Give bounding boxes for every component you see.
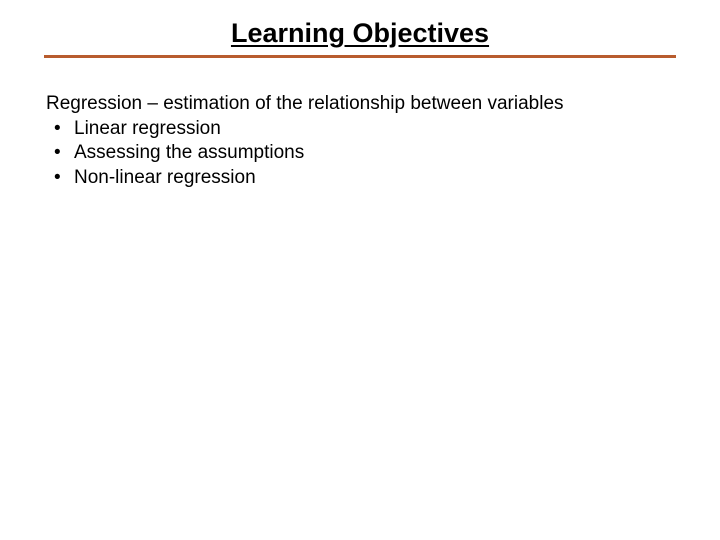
list-item: Linear regression xyxy=(46,117,674,142)
content-area: Regression – estimation of the relations… xyxy=(0,58,720,191)
intro-text: Regression – estimation of the relations… xyxy=(46,92,674,117)
bullet-list: Linear regression Assessing the assumpti… xyxy=(46,117,674,191)
list-item: Non-linear regression xyxy=(46,166,674,191)
title-area: Learning Objectives xyxy=(0,0,720,53)
list-item: Assessing the assumptions xyxy=(46,141,674,166)
slide-container: Learning Objectives Regression – estimat… xyxy=(0,0,720,540)
slide-title: Learning Objectives xyxy=(0,18,720,49)
